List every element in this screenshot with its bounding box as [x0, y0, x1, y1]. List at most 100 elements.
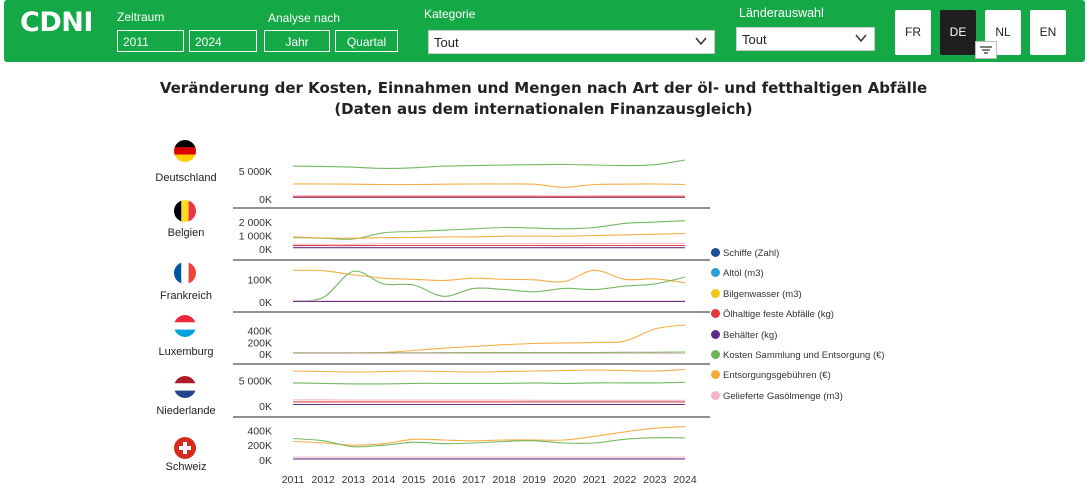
legend-item[interactable]: Entsorgungsgebühren (€) — [711, 370, 831, 382]
series-line-entsorgungsgebühren- — [292, 232, 686, 239]
x-tick-label: 2012 — [312, 474, 336, 486]
y-tick-label: 2 000K — [239, 217, 272, 229]
analyse-quartal-button[interactable]: Quartal — [335, 30, 398, 52]
legend-item[interactable]: Ölhaltige feste Abfälle (kg) — [711, 309, 834, 321]
analyse-jahr-button[interactable]: Jahr — [264, 30, 330, 52]
cdni-logo: CDNI — [20, 7, 93, 38]
country-name: Schweiz — [165, 461, 207, 473]
y-tick-label: 5 000K — [239, 166, 272, 178]
lang-fr-button[interactable]: FR — [895, 10, 931, 55]
x-tick-label: 2019 — [523, 474, 547, 486]
x-tick-label: 2024 — [673, 474, 697, 486]
x-tick-label: 2021 — [583, 474, 607, 486]
legend-dot-icon — [711, 390, 720, 400]
chart-title-line-1: Veränderung der Kosten, Einnahmen und Me… — [159, 79, 928, 97]
legend-label: Ölhaltige feste Abfälle (kg) — [723, 309, 834, 321]
from-year-input[interactable]: 2011 — [117, 30, 184, 52]
y-tick-label: 0K — [259, 194, 272, 206]
x-axis: 2011 2012 2013 2014 2015 2016 2017 2018 2019 2020… — [282, 474, 697, 486]
legend-label: Altöl (m3) — [723, 268, 764, 280]
y-tick-label: 200K — [247, 440, 272, 452]
flag-de-icon — [174, 140, 196, 162]
legend-item[interactable]: Altöl (m3) — [711, 268, 764, 280]
filter-bar: CDNI Zeitraum 2011 2024 Analyse nach Jah… — [4, 0, 1085, 62]
y-tick-label: 0K — [259, 455, 272, 467]
filter-icon[interactable] — [975, 41, 997, 59]
legend-item[interactable]: Schiffe (Zahl) — [711, 248, 779, 260]
panel-niederlande: 5 000K 0K — [233, 368, 710, 418]
y-tick-label: 5 000K — [239, 375, 272, 387]
series-line-gelieferte-gasölmenge-m3- — [293, 399, 685, 401]
panel-schweiz: 400K 200K 0K — [247, 425, 686, 467]
x-tick-label: 2017 — [462, 474, 486, 486]
legend-dot-icon — [711, 268, 720, 278]
series-line-kosten-sammlung-und-entsorgung- — [292, 437, 686, 448]
legend-dot-icon — [711, 248, 720, 257]
laender-value: Tout — [742, 32, 767, 47]
y-tick-label: 400K — [247, 326, 272, 338]
y-tick-label: 0K — [259, 297, 272, 309]
legend-dot-icon — [711, 370, 720, 380]
analyse-label: Analyse nach — [268, 11, 341, 25]
country-name: Luxemburg — [158, 346, 214, 358]
legend-item[interactable]: Bilgenwasser (m3) — [711, 288, 802, 301]
series-line-kosten-sammlung-und-entsorgung- — [292, 159, 686, 169]
legend-label: Entsorgungsgebühren (€) — [723, 370, 831, 382]
flag-fr-icon — [174, 262, 196, 284]
legend-label: Schiffe (Zahl) — [723, 248, 780, 259]
country-name: Niederlande — [156, 405, 216, 417]
legend-label: Bilgenwasser (m3) — [723, 288, 802, 300]
lang-de-button[interactable]: DE — [940, 10, 976, 55]
legend-label: Behälter (kg) — [723, 329, 778, 341]
series-line-entsorgungsgebühren- — [292, 183, 686, 188]
chart-title-line-2: (Daten aus dem internationalen Finanzaus… — [334, 100, 753, 118]
kategorie-dropdown[interactable]: Tout — [428, 30, 715, 54]
panel-deutschland: 5 000K 0K — [233, 159, 710, 209]
lang-en-button[interactable]: EN — [1030, 10, 1066, 55]
to-year-input[interactable]: 2024 — [189, 30, 257, 52]
x-tick-label: 2020 — [553, 474, 577, 486]
series-line-entsorgungsgebühren- — [292, 426, 686, 446]
chevron-down-icon — [695, 37, 707, 46]
x-tick-label: 2014 — [372, 474, 396, 486]
x-tick-label: 2013 — [342, 474, 366, 486]
legend-label: Gelieferte Gasölmenge (m3) — [723, 390, 843, 402]
series-line-entsorgungsgebühren- — [292, 368, 686, 373]
flag-ch-icon — [174, 437, 196, 459]
chevron-down-icon — [855, 34, 867, 43]
series-line-gelieferte-gasölmenge-m3- — [293, 242, 685, 245]
y-tick-label: 0K — [259, 349, 272, 361]
series-line-entsorgungsgebühren- — [292, 269, 686, 284]
y-tick-label: 200K — [247, 337, 272, 349]
x-tick-label: 2018 — [492, 474, 516, 486]
panel-frankreich: 100K 0K — [233, 269, 710, 313]
x-tick-label: 2011 — [282, 474, 305, 486]
series-line-kosten-sammlung-und-entsorgung- — [292, 381, 686, 385]
x-tick-label: 2023 — [643, 474, 667, 486]
legend-item[interactable]: Behälter (kg) — [711, 329, 778, 342]
laender-dropdown[interactable]: Tout — [736, 27, 875, 51]
legend-item[interactable]: Kosten Sammlung und Entsorgung (€) — [711, 350, 885, 362]
country-name: Deutschland — [155, 172, 217, 184]
flag-nl-icon — [174, 376, 196, 398]
legend-item[interactable]: Gelieferte Gasölmenge (m3) — [711, 390, 843, 403]
y-tick-label: 1 000K — [239, 231, 272, 243]
series-line-entsorgungsgebühren- — [292, 324, 686, 354]
laender-label: Länderauswahl — [739, 6, 824, 20]
flag-be-icon — [174, 200, 196, 222]
series-line-kosten-sammlung-und-entsorgung- — [292, 270, 686, 302]
x-tick-label: 2016 — [432, 474, 456, 486]
chart-title: Veränderung der Kosten, Einnahmen und Me… — [0, 78, 1087, 120]
country-name: Frankreich — [160, 290, 212, 302]
legend-label: Kosten Sammlung und Entsorgung (€) — [723, 350, 885, 361]
legend-dot-icon — [711, 329, 720, 339]
zeitraum-label: Zeitraum — [117, 10, 165, 24]
legend-dot-icon — [711, 350, 720, 359]
y-tick-label: 0K — [259, 401, 272, 413]
kategorie-value: Tout — [434, 35, 459, 50]
y-tick-label: 100K — [247, 274, 272, 286]
legend-dot-icon — [711, 288, 720, 298]
